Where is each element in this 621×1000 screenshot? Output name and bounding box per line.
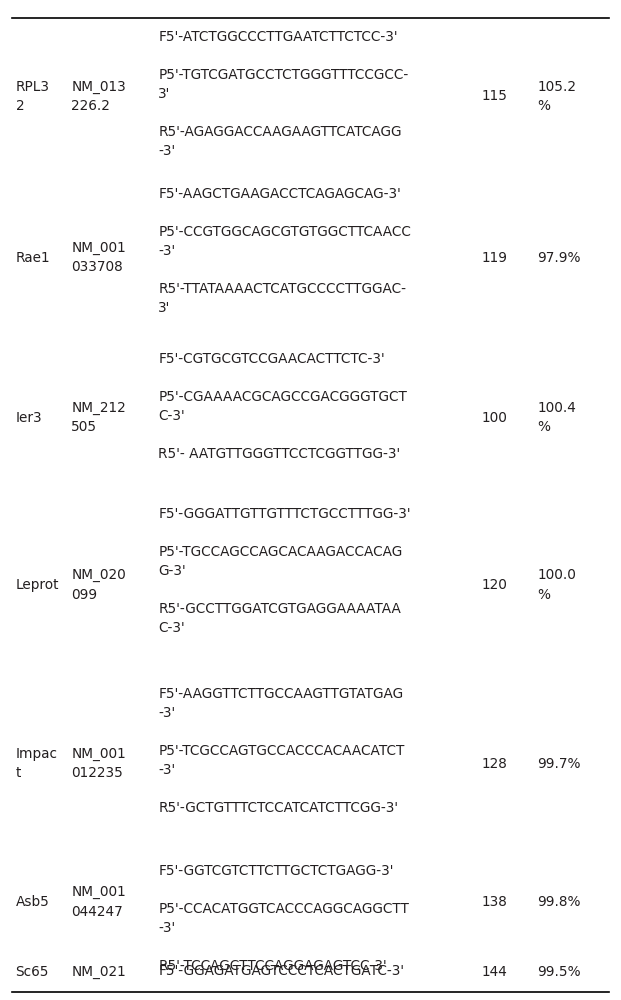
Text: F5'-GGGATTGTTGTTTCTGCCTTTGG-3'

P5'-TGCCAGCCAGCACAAGACCACAG
G-3'

R5'-GCCTTGGATC: F5'-GGGATTGTTGTTTCTGCCTTTGG-3' P5'-TGCCA…	[158, 507, 411, 635]
Text: NM_020
099: NM_020 099	[71, 568, 126, 602]
Text: F5'-GGAGATGAGTCCCTCACTGATC-3': F5'-GGAGATGAGTCCCTCACTGATC-3'	[158, 964, 404, 978]
Text: Ier3: Ier3	[16, 410, 42, 424]
Text: Impac
t: Impac t	[16, 747, 58, 780]
Text: 120: 120	[481, 578, 507, 592]
Text: F5'-AAGCTGAAGACCTCAGAGCAG-3'

P5'-CCGTGGCAGCGTGTGGCTTCAACC
-3'

R5'-TTATAAAACTCA: F5'-AAGCTGAAGACCTCAGAGCAG-3' P5'-CCGTGGC…	[158, 187, 411, 315]
Text: F5'-ATCTGGCCCTTGAATCTTCTCC-3'

P5'-TGTCGATGCCTCTGGGTTTCCGCC-
3'

R5'-AGAGGACCAAG: F5'-ATCTGGCCCTTGAATCTTCTCC-3' P5'-TGTCGA…	[158, 30, 409, 158]
Text: NM_001
033708: NM_001 033708	[71, 241, 126, 274]
Text: NM_001
012235: NM_001 012235	[71, 747, 126, 780]
Text: 119: 119	[481, 251, 507, 265]
Text: Rae1: Rae1	[16, 251, 50, 265]
Text: F5'-GGTCGTCTTCTTGCTCTGAGG-3'

P5'-CCACATGGTCACCCAGGCAGGCTT
-3'

R5'-TCCAGCTTCCAG: F5'-GGTCGTCTTCTTGCTCTGAGG-3' P5'-CCACATG…	[158, 864, 409, 973]
Text: Leprot: Leprot	[16, 578, 59, 592]
Text: F5'-AAGGTTCTTGCCAAGTTGTATGAG
-3'

P5'-TCGCCAGTGCCACCCACAACATCT
-3'

R5'-GCTGTTTC: F5'-AAGGTTCTTGCCAAGTTGTATGAG -3' P5'-TCG…	[158, 687, 405, 815]
Text: 100: 100	[481, 410, 507, 424]
Text: Asb5: Asb5	[16, 895, 50, 909]
Text: NM_001
044247: NM_001 044247	[71, 885, 126, 919]
Text: 115: 115	[481, 90, 507, 104]
Text: NM_021: NM_021	[71, 965, 126, 979]
Text: 97.9%: 97.9%	[537, 251, 581, 265]
Text: NM_013
226.2: NM_013 226.2	[71, 80, 126, 113]
Text: 100.0
%: 100.0 %	[537, 568, 576, 602]
Text: F5'-CGTGCGTCCGAACACTTCTC-3'

P5'-CGAAAACGCAGCCGACGGGTGCT
C-3'

R5'- AATGTTGGGTTC: F5'-CGTGCGTCCGAACACTTCTC-3' P5'-CGAAAACG…	[158, 352, 407, 461]
Text: Sc65: Sc65	[16, 965, 49, 979]
Text: 99.7%: 99.7%	[537, 756, 581, 770]
Text: NM_212
505: NM_212 505	[71, 401, 126, 434]
Text: 105.2
%: 105.2 %	[537, 80, 576, 113]
Text: 99.8%: 99.8%	[537, 895, 581, 909]
Text: 138: 138	[481, 895, 507, 909]
Text: 144: 144	[481, 965, 507, 979]
Text: RPL3
2: RPL3 2	[16, 80, 50, 113]
Text: 128: 128	[481, 756, 507, 770]
Text: 99.5%: 99.5%	[537, 965, 581, 979]
Text: 100.4
%: 100.4 %	[537, 401, 576, 434]
